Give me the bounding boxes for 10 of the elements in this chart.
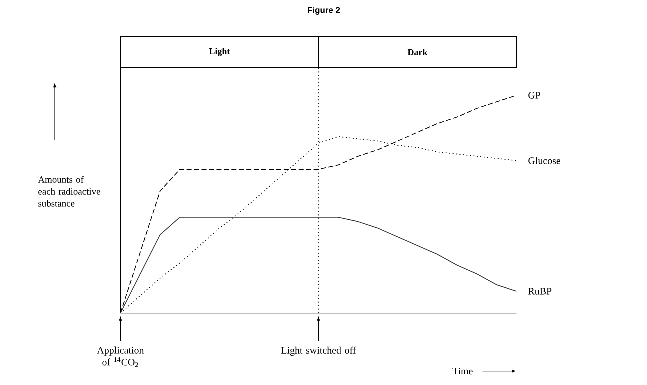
text: Light (209, 48, 230, 56)
series-label: RuBP (528, 288, 552, 295)
text: Dark (408, 49, 428, 56)
text: Application of $^{14}$CO$_{2}$ (97, 346, 144, 368)
text: Time (452, 368, 473, 375)
series-label: GP (528, 92, 541, 99)
text: Light switched off (281, 346, 356, 356)
chart-title: Figure 2 (308, 7, 340, 15)
series-label: Glucose (528, 157, 561, 164)
y-axis-title: Amounts of each radioactive substance (38, 176, 100, 207)
